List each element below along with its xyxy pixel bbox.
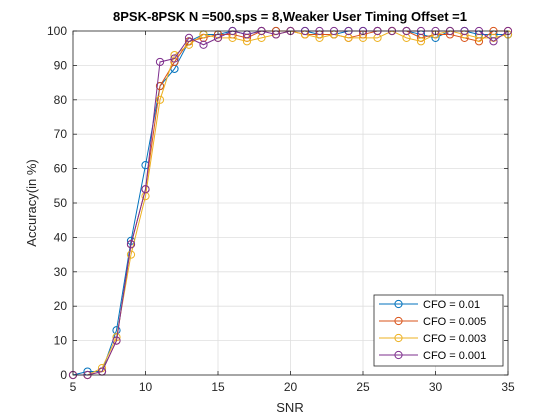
y-tick-label: 0	[60, 368, 67, 382]
y-tick-label: 80	[54, 93, 68, 107]
data-point	[416, 37, 426, 46]
chart-title: 8PSK-8PSK N =500,sps = 8,Weaker User Tim…	[113, 9, 467, 24]
data-point	[112, 336, 121, 345]
data-point	[155, 81, 165, 91]
legend-item: CFO = 0.01	[379, 299, 480, 311]
legend-label: CFO = 0.005	[423, 316, 486, 328]
legend-label: CFO = 0.001	[423, 350, 486, 362]
y-tick-label: 40	[54, 230, 68, 244]
data-point	[141, 185, 150, 194]
y-tick-label: 20	[54, 299, 68, 313]
legend-marker	[394, 299, 403, 309]
x-tick-label: 5	[70, 380, 77, 394]
x-tick-label: 30	[429, 380, 443, 394]
data-point	[199, 40, 208, 49]
y-tick-label: 30	[54, 265, 68, 279]
x-tick-label: 25	[356, 380, 370, 394]
y-tick-label: 10	[54, 334, 68, 348]
y-tick-label: 70	[54, 127, 68, 141]
axis-ticks: 5 10 15 20 25 30 35 0 10 20 30 40 50 60 70 80 90 100	[47, 24, 515, 394]
data-point	[126, 250, 136, 259]
legend-item: CFO = 0.003	[379, 333, 486, 345]
y-tick-label: 90	[54, 58, 68, 72]
x-axis-label: SNR	[276, 400, 303, 415]
legend-label: CFO = 0.01	[423, 299, 480, 311]
legend-marker	[394, 316, 403, 326]
x-tick-label: 10	[139, 380, 153, 394]
legend: CFO = 0.01 CFO = 0.005 CFO = 0.003 CFO = 0.…	[373, 294, 504, 367]
x-tick-label: 15	[211, 380, 225, 394]
legend-marker	[394, 350, 403, 360]
x-tick-label: 35	[501, 380, 515, 394]
y-tick-label: 50	[54, 196, 68, 210]
data-point	[184, 33, 194, 42]
data-point	[489, 37, 498, 46]
legend-item: CFO = 0.001	[379, 350, 486, 362]
x-tick-label: 20	[284, 380, 298, 394]
y-tick-label: 100	[47, 24, 67, 38]
y-tick-label: 60	[54, 162, 68, 176]
legend-label: CFO = 0.003	[423, 333, 486, 345]
y-axis-label: Accuracy(in %)	[24, 159, 39, 246]
legend-box	[373, 294, 504, 367]
data-point	[126, 240, 136, 249]
legend-item: CFO = 0.005	[379, 316, 486, 328]
data-point	[170, 54, 179, 63]
data-point	[155, 57, 165, 67]
legend-marker	[394, 333, 403, 343]
data-point	[155, 95, 165, 104]
